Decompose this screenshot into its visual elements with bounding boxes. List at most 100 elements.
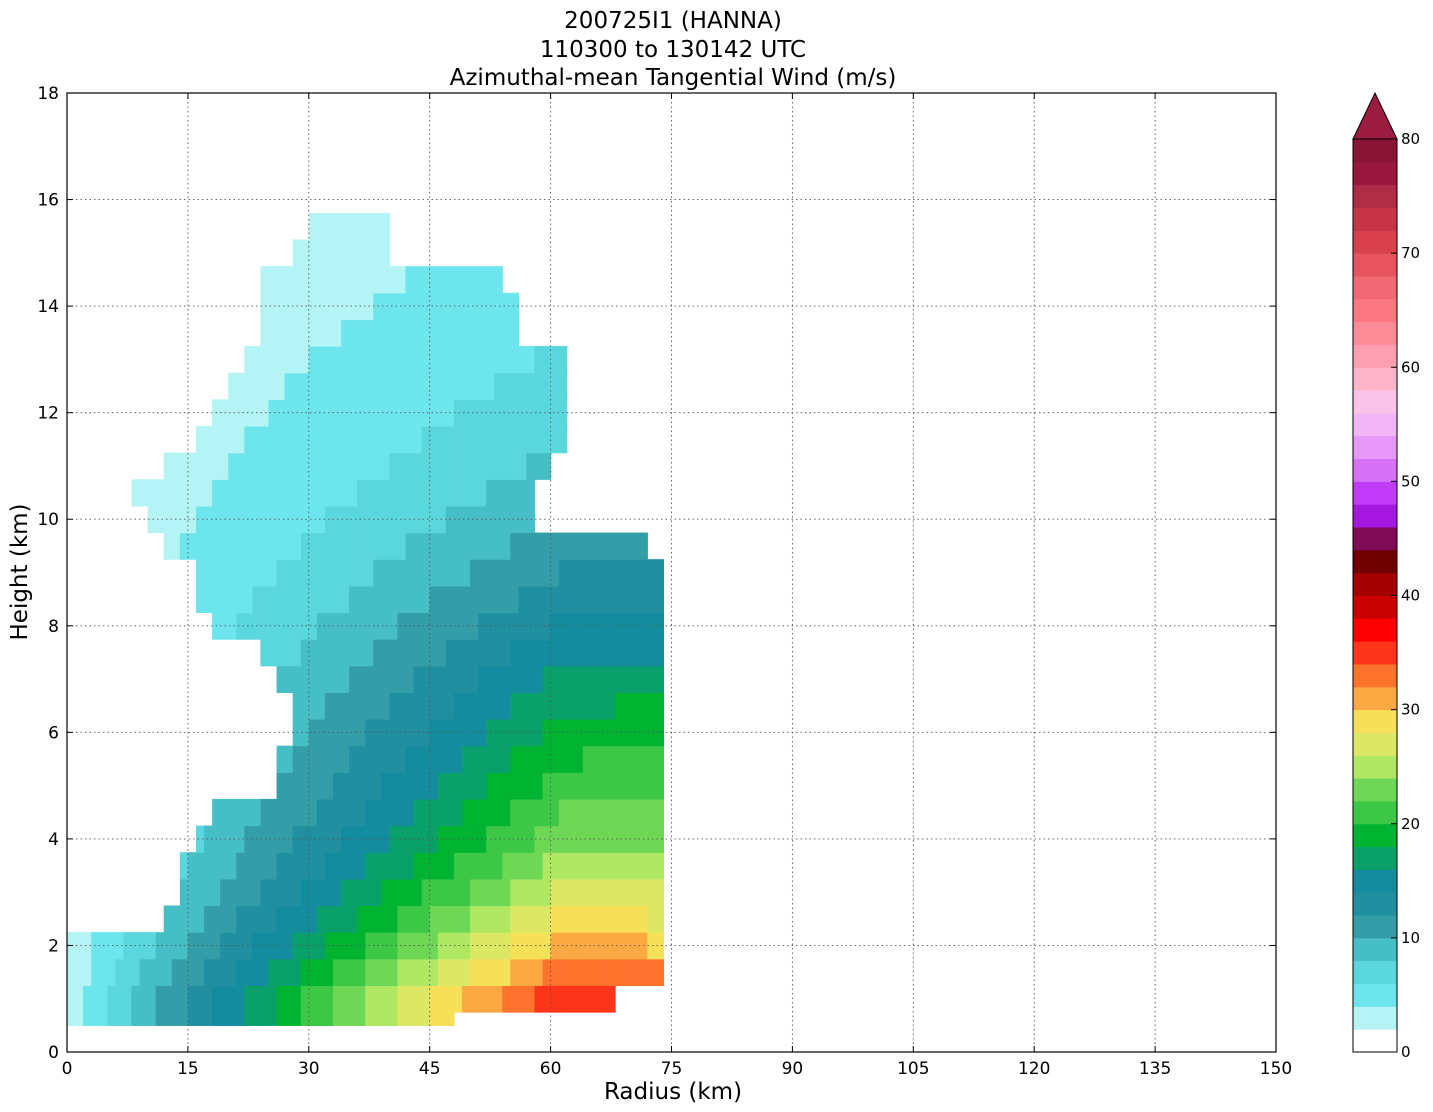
contour-cell <box>502 958 511 987</box>
contour-cell <box>590 958 600 987</box>
contour-cell <box>421 585 431 614</box>
colorbar-swatch <box>1353 481 1397 505</box>
y-axis-label: Height (km) <box>7 503 33 640</box>
contour-cell <box>308 479 318 507</box>
contour-cell <box>268 878 278 907</box>
contour-cell <box>461 425 471 454</box>
contour-cell <box>341 639 350 667</box>
contour-cell <box>607 665 616 693</box>
contour-cell <box>349 772 358 800</box>
contour-cell <box>421 292 431 321</box>
contour-cell <box>623 905 632 933</box>
contour-cell <box>365 319 374 347</box>
contour-cell <box>195 585 205 614</box>
contour-cell <box>518 479 528 507</box>
contour-cell <box>332 585 342 614</box>
contour-cell <box>365 772 374 800</box>
y-tick-label: 4 <box>48 830 59 850</box>
contour-cell <box>453 585 463 614</box>
contour-cell <box>276 825 286 853</box>
contour-cell <box>445 798 455 827</box>
x-axis-label: Radius (km) <box>604 1079 742 1105</box>
contour-cell <box>204 479 213 507</box>
contour-cell <box>389 505 399 534</box>
contour-cell <box>429 425 439 454</box>
contour-cell <box>220 958 229 987</box>
contour-cell <box>373 798 382 827</box>
contour-cell <box>502 559 511 587</box>
colorbar-tick-label: 20 <box>1401 815 1420 833</box>
contour-cell <box>365 266 374 294</box>
contour-cell <box>623 878 632 907</box>
contour-cell <box>260 266 270 294</box>
contour-cell <box>349 425 358 454</box>
contour-cell <box>381 798 390 827</box>
contour-cell <box>349 852 358 880</box>
contour-cell <box>405 585 415 614</box>
contour-cell <box>292 585 302 614</box>
contour-cell <box>268 958 278 987</box>
contour-cell <box>381 399 390 427</box>
colorbar-swatch <box>1353 663 1397 688</box>
contour-cell <box>381 958 390 987</box>
contour-cell <box>389 559 399 587</box>
contour-cell <box>341 399 350 427</box>
contour-cell <box>284 985 294 1013</box>
contour-cell <box>437 612 447 640</box>
contour-cell <box>502 932 511 960</box>
contour-cell <box>381 719 390 747</box>
contour-cell <box>131 958 141 987</box>
contour-cell <box>582 798 592 827</box>
contour-cell <box>461 665 471 693</box>
contour-cell <box>308 985 318 1013</box>
contour-cell <box>486 878 495 907</box>
contour-cell <box>332 1012 342 1026</box>
contour-cell <box>276 532 286 560</box>
colorbar-swatch <box>1353 504 1397 528</box>
contour-cell <box>478 692 487 720</box>
contour-cell <box>494 479 503 507</box>
contour-cell <box>365 346 374 374</box>
contour-cell <box>349 346 358 374</box>
contour-cell <box>478 905 487 933</box>
contour-cell <box>582 932 592 960</box>
contour-cell <box>598 585 608 614</box>
contour-cell <box>429 559 439 587</box>
contour-cell <box>99 1012 108 1026</box>
contour-cell <box>123 958 133 987</box>
contour-cell <box>220 932 229 960</box>
contour-cell <box>179 985 189 1013</box>
contour-cell <box>405 878 415 907</box>
contour-cell <box>510 665 519 693</box>
contour-cell <box>453 825 463 853</box>
contour-cell <box>365 372 374 400</box>
contour-cell <box>228 559 237 587</box>
y-tick-label: 12 <box>37 404 59 424</box>
contour-cell <box>365 985 374 1013</box>
contour-cell <box>413 692 423 720</box>
contour-cell <box>461 719 471 747</box>
contour-cell <box>550 852 560 880</box>
contour-cell <box>171 1012 181 1026</box>
colorbar-tick-label: 30 <box>1401 701 1420 719</box>
contour-cell <box>236 505 245 534</box>
contour-cell <box>494 985 503 1013</box>
contour-cell <box>155 505 165 534</box>
contour-cell <box>470 985 479 1013</box>
contour-cell <box>179 878 189 907</box>
contour-cell <box>421 852 431 880</box>
contour-cell <box>195 852 205 880</box>
contour-cell <box>607 958 616 987</box>
contour-cell <box>486 585 495 614</box>
contour-cell <box>486 665 495 693</box>
contour-cell <box>421 719 431 747</box>
contour-cell <box>195 532 205 560</box>
contour-cell <box>316 452 326 480</box>
contour-cell <box>607 905 616 933</box>
contour-cell <box>574 585 584 614</box>
contour-cell <box>421 878 431 907</box>
contour-cell <box>357 985 366 1013</box>
contour-cell <box>566 905 576 933</box>
contour-cell <box>574 665 584 693</box>
contour-cell <box>590 719 600 747</box>
